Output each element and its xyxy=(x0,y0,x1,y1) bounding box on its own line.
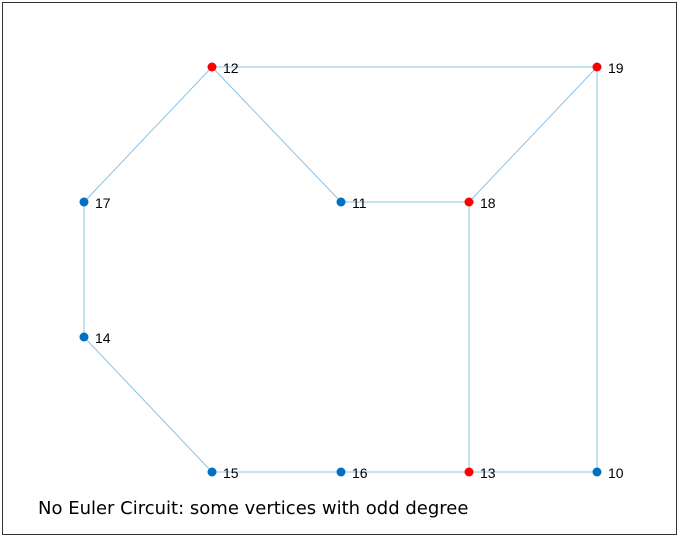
edge-14-15 xyxy=(83,336,213,473)
vertex-dot-19 xyxy=(592,62,602,72)
edge-12-17 xyxy=(83,66,213,203)
vertex-14: 14 xyxy=(79,330,111,346)
vertex-label-11: 11 xyxy=(352,195,367,211)
vertex-dot-10 xyxy=(592,467,602,477)
vertex-label-16: 16 xyxy=(352,465,368,481)
vertex-19: 19 xyxy=(592,60,624,76)
vertex-dot-14 xyxy=(79,332,89,342)
vertex-label-19: 19 xyxy=(608,60,624,76)
vertex-label-18: 18 xyxy=(480,195,496,211)
vertex-13: 13 xyxy=(464,465,496,481)
vertex-dot-18 xyxy=(464,197,474,207)
vertex-17: 17 xyxy=(79,195,111,211)
vertex-18: 18 xyxy=(464,195,496,211)
vertex-15: 15 xyxy=(207,465,239,481)
vertex-12: 12 xyxy=(207,60,239,76)
vertex-11: 11 xyxy=(336,195,367,211)
edge-12-11 xyxy=(211,66,342,203)
edges-layer xyxy=(83,66,598,473)
vertex-dot-11 xyxy=(336,197,346,207)
vertex-label-10: 10 xyxy=(608,465,624,481)
vertex-dot-13 xyxy=(464,467,474,477)
vertex-10: 10 xyxy=(592,465,624,481)
vertex-label-15: 15 xyxy=(223,465,239,481)
vertices-layer: 12 19 17 11 18 14 15 16 13 10 xyxy=(79,60,624,481)
vertex-label-12: 12 xyxy=(223,60,239,76)
vertex-16: 16 xyxy=(336,465,368,481)
vertex-label-14: 14 xyxy=(95,330,111,346)
vertex-dot-17 xyxy=(79,197,89,207)
vertex-dot-16 xyxy=(336,467,346,477)
vertex-dot-15 xyxy=(207,467,217,477)
edge-18-19 xyxy=(468,66,598,203)
vertex-label-17: 17 xyxy=(95,195,111,211)
vertex-dot-12 xyxy=(207,62,217,72)
status-message: No Euler Circuit: some vertices with odd… xyxy=(38,498,469,519)
vertex-label-13: 13 xyxy=(480,465,496,481)
